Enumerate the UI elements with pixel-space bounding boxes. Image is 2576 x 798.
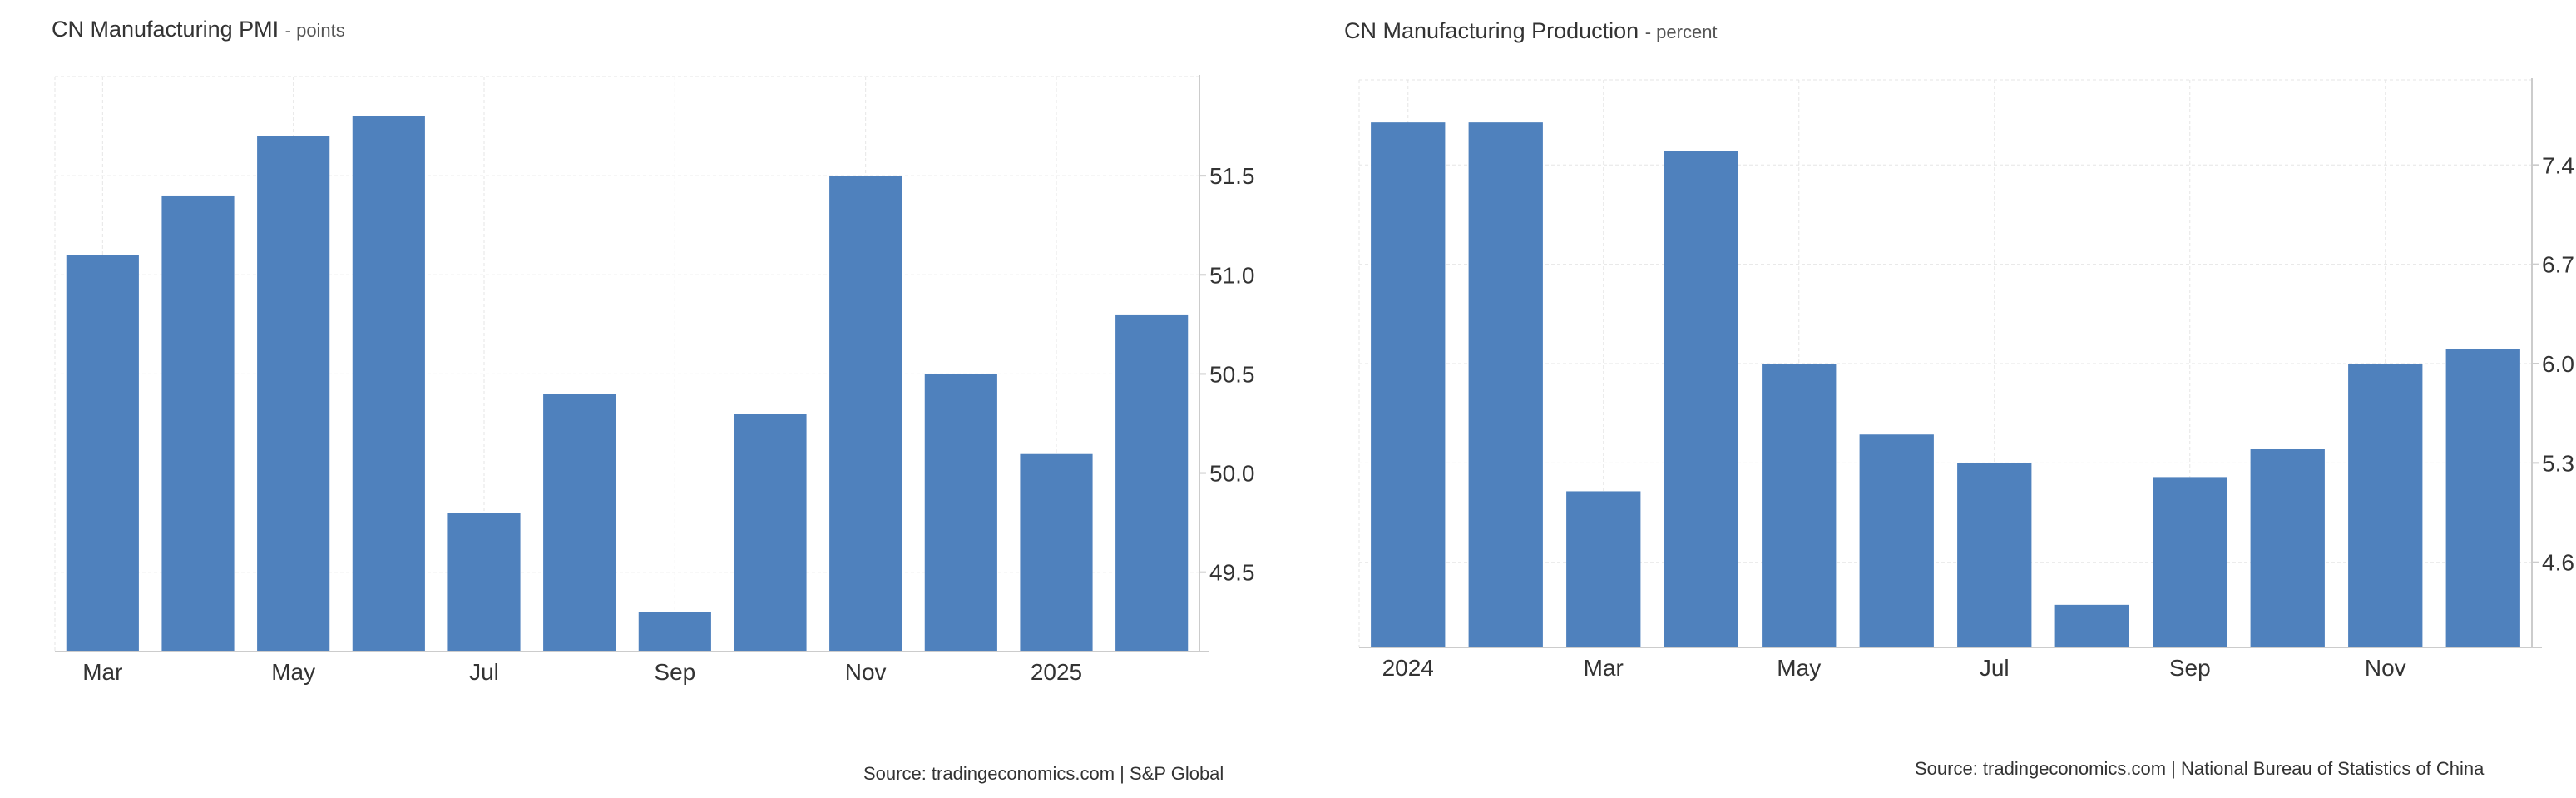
y-tick-label: 51.0 [1209, 262, 1255, 288]
bar-nov[interactable] [829, 176, 902, 652]
y-tick-label: 5.3 [2542, 450, 2574, 476]
bar-dec[interactable] [924, 374, 997, 652]
y-tick-label: 4.6 [2542, 550, 2574, 576]
bar-jul[interactable] [1957, 463, 2032, 647]
chart-title: CN Manufacturing Production - percent [1344, 18, 1718, 44]
bar-sep[interactable] [638, 612, 711, 652]
pmi-bar-chart: 49.5 50.0 50.5 51.0 51.5 Mar May Jul Sep Nov 2025 [54, 75, 1255, 685]
bar-aug[interactable] [543, 394, 616, 652]
y-tick-label: 50.5 [1209, 361, 1255, 387]
x-tick-label: Jul [469, 659, 499, 685]
chart-source: Source: tradingeconomics.com | S&P Globa… [863, 763, 1224, 784]
x-tick-label: Sep [2169, 655, 2211, 681]
x-tick-label: May [271, 659, 315, 685]
x-tick-label: Mar [82, 659, 122, 685]
y-tick-label: 49.5 [1209, 560, 1255, 586]
chart-subtitle-text: points [296, 20, 345, 41]
bar-2024[interactable] [1371, 122, 1446, 647]
pmi-chart-panel: CN Manufacturing PMI - points 49.5 50.0 50… [52, 17, 1255, 784]
bar-feb[interactable] [1468, 122, 1543, 647]
bar-may[interactable] [1762, 364, 1837, 647]
bar-mar[interactable] [66, 255, 139, 652]
chart-subtitle-text: percent [1656, 22, 1718, 42]
x-tick-label: 2025 [1031, 659, 1082, 685]
y-tick-label: 7.4 [2542, 152, 2574, 178]
y-tick-label: 51.5 [1209, 163, 1255, 189]
x-tick-label: May [1777, 655, 1821, 681]
y-tick-label: 50.0 [1209, 461, 1255, 487]
chart-title-text: CN Manufacturing Production [1344, 18, 1639, 43]
x-tick-label: Sep [654, 659, 695, 685]
bar-jun[interactable] [1859, 434, 1934, 647]
chart-subtitle: - percent [1644, 22, 1718, 42]
x-tick-label: 2024 [1382, 655, 1434, 681]
bar-2025[interactable] [1020, 453, 1093, 652]
bar-apr[interactable] [1664, 151, 1738, 647]
bar-sep[interactable] [2153, 477, 2227, 647]
y-tick-label: 6.7 [2542, 252, 2574, 278]
bar-may[interactable] [257, 136, 330, 652]
bar-jul[interactable] [447, 513, 521, 652]
y-tick-label: 6.0 [2542, 351, 2574, 377]
chart-source: Source: tradingeconomics.com | National … [1915, 758, 2485, 779]
x-tick-label: Nov [845, 659, 887, 685]
bar-feb[interactable] [1115, 314, 1189, 652]
production-bar-chart: 4.6 5.3 6.0 6.7 7.4 2024 Mar May Jul Sep Nov [1358, 78, 2574, 681]
bar-mar[interactable] [1566, 491, 1641, 647]
bar-jun[interactable] [352, 116, 425, 652]
x-tick-label: Jul [1980, 655, 2010, 681]
bar-dec[interactable] [2445, 349, 2520, 647]
bar-apr[interactable] [161, 195, 235, 652]
bar-oct[interactable] [2250, 449, 2325, 647]
bar-aug[interactable] [2054, 604, 2129, 647]
x-tick-label: Mar [1584, 655, 1624, 681]
x-tick-label: Nov [2365, 655, 2406, 681]
bar-oct[interactable] [734, 414, 807, 652]
production-chart-panel: CN Manufacturing Production - percent 4.… [1331, 0, 2576, 798]
bar-nov[interactable] [2348, 364, 2423, 647]
chart-title: CN Manufacturing PMI - points [52, 17, 345, 42]
chart-subtitle: - points [284, 20, 345, 41]
chart-title-text: CN Manufacturing PMI [52, 17, 279, 42]
